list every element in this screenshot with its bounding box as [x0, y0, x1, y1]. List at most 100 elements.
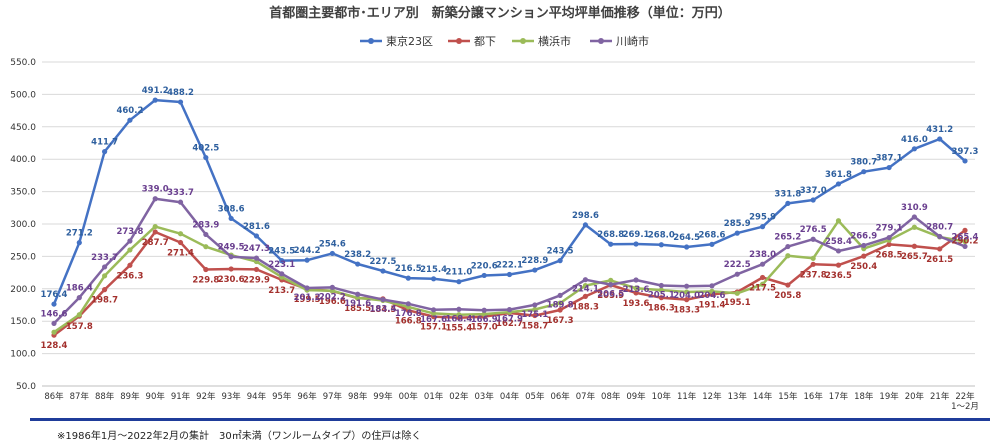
data-point [937, 233, 943, 240]
data-point [203, 231, 209, 238]
x-tick-line: 88年 [95, 391, 115, 402]
data-point [684, 244, 690, 250]
x-tick-label: 12年 [702, 391, 722, 402]
data-label: 157.1 [420, 323, 447, 333]
x-tick-line: 10年 [652, 391, 672, 402]
data-point [253, 255, 260, 261]
chart-series [51, 97, 968, 338]
data-point [962, 227, 968, 233]
data-point [861, 253, 867, 259]
data-point [481, 311, 487, 317]
data-label: 268.8 [597, 230, 624, 240]
data-point [835, 262, 842, 268]
data-point [557, 258, 563, 264]
data-point [152, 97, 158, 103]
data-label: 184.5 [370, 305, 397, 315]
data-label: 146.6 [41, 309, 68, 319]
data-label: 201.2 [294, 293, 321, 303]
data-label: 157.0 [471, 323, 498, 333]
data-point [962, 158, 968, 164]
data-label: 215.4 [420, 265, 447, 275]
data-label: 205.1 [648, 290, 675, 300]
data-label: 266.9 [850, 231, 877, 241]
data-point [633, 285, 639, 291]
data-label: 186.3 [648, 304, 675, 314]
data-label: 431.2 [926, 125, 953, 135]
data-point [456, 312, 462, 318]
data-point [253, 233, 260, 239]
x-tick-label: 22年 1～2月 [951, 391, 979, 412]
data-point [861, 242, 867, 249]
data-point [759, 224, 766, 230]
x-tick-label: 90年 [146, 391, 166, 402]
data-point [127, 238, 133, 244]
y-tick-label: 150.0 [10, 317, 36, 327]
data-point [532, 267, 538, 273]
legend-swatch-marker [368, 38, 374, 44]
data-label: 271.2 [66, 229, 93, 239]
data-point [304, 257, 310, 263]
data-point [911, 224, 917, 230]
data-point [430, 307, 437, 313]
data-point [481, 272, 487, 279]
x-tick-label: 15年 [778, 391, 798, 402]
data-label: 298.6 [572, 211, 599, 221]
x-tick-line: 99年 [373, 391, 393, 402]
data-label: 204.0 [673, 291, 700, 301]
x-tick-label: 20年 [905, 391, 925, 402]
x-tick-label: 97年 [323, 391, 343, 402]
data-point [456, 279, 462, 285]
x-tick-line: 17年 [829, 391, 849, 402]
data-label: 265.4 [952, 232, 979, 242]
data-point [127, 262, 133, 268]
data-label: 128.4 [41, 341, 68, 351]
data-label: 236.5 [825, 271, 852, 281]
data-point [785, 282, 791, 288]
x-tick-label: 13年 [728, 391, 748, 402]
data-point [759, 274, 766, 281]
data-point [102, 149, 108, 155]
data-label: 214.1 [572, 285, 599, 295]
data-point [228, 266, 234, 272]
y-tick-label: 550.0 [10, 58, 36, 68]
data-point [557, 300, 563, 306]
data-label: 167.6 [420, 315, 447, 325]
x-tick-label: 08年 [601, 391, 621, 402]
x-tick-label: 92年 [196, 391, 216, 402]
data-point [608, 277, 614, 283]
data-label: 168.4 [445, 314, 472, 324]
data-point [355, 295, 361, 301]
legend-swatch-marker [456, 38, 462, 44]
data-label: 397.3 [952, 147, 979, 157]
data-point [684, 283, 690, 289]
x-tick-line: 06年 [550, 391, 570, 402]
data-point [102, 273, 108, 279]
x-tick-line: 93年 [221, 391, 241, 402]
x-tick-label: 21年 [930, 391, 950, 402]
y-tick-label: 450.0 [10, 123, 36, 133]
data-point [456, 306, 462, 312]
x-tick-label: 03年 [475, 391, 495, 402]
data-point [608, 281, 614, 288]
data-label: 361.8 [825, 170, 852, 180]
x-tick-label: 19年 [879, 391, 899, 402]
data-point [51, 301, 57, 307]
data-point [835, 248, 842, 254]
data-point [658, 242, 664, 248]
data-label: 188.3 [572, 302, 599, 312]
series-3 [51, 196, 968, 327]
data-point [835, 218, 842, 224]
data-point [759, 261, 766, 267]
data-label: 254.6 [319, 239, 346, 249]
data-label: 249.5 [218, 243, 245, 253]
x-tick-line: 91年 [171, 391, 191, 402]
x-tick-line: 19年 [879, 391, 899, 402]
legend-label: 川崎市 [616, 34, 649, 48]
x-tick-label: 98年 [348, 391, 368, 402]
data-label: 250.4 [850, 262, 877, 272]
data-label: 380.7 [850, 158, 877, 168]
data-point [76, 295, 82, 301]
x-tick-label: 91年 [171, 391, 191, 402]
data-point [759, 281, 766, 287]
data-point [127, 117, 133, 123]
